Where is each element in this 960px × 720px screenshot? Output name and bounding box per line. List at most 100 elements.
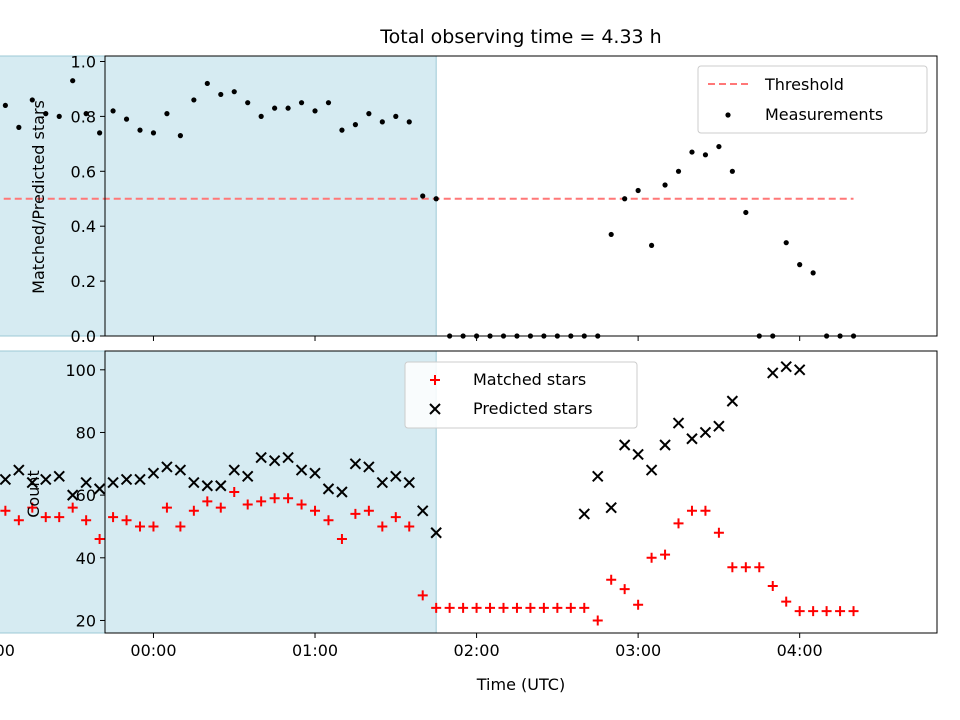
predicted-stars-point [120, 473, 133, 486]
predicted-stars-point [0, 473, 12, 486]
matched-stars-point [404, 521, 415, 532]
predicted-stars-point [767, 367, 779, 379]
measurement-point [729, 168, 735, 174]
measurement-point [635, 187, 641, 194]
matched-stars-point [269, 493, 280, 504]
matched-stars-point [229, 487, 240, 497]
predicted-stars-point [645, 464, 658, 476]
matched-stars-point [767, 581, 778, 591]
legend-measurements-swatch [725, 112, 731, 118]
x-axis-label: Time (UTC) [476, 675, 565, 694]
matched-stars-point [458, 602, 469, 613]
predicted-stars-point [793, 364, 806, 376]
measurement-point [352, 122, 359, 128]
top-y-tick-label: 0.0 [71, 327, 96, 346]
bottom-axes-frame [104, 350, 938, 634]
predicted-stars-point [417, 505, 429, 517]
matched-stars-point [417, 590, 428, 601]
measurement-point [245, 100, 251, 106]
legend-matched-swatch [430, 375, 440, 385]
predicted-stars-point [215, 480, 227, 492]
measurement-point [191, 97, 197, 103]
predicted-stars-point [376, 476, 389, 489]
measurement-point [325, 100, 332, 106]
matched-stars-point [323, 515, 334, 526]
matched-stars-point [431, 602, 442, 613]
measurement-point [716, 143, 722, 150]
bottom-y-tick-label: 60 [76, 486, 96, 505]
measurement-point [689, 149, 695, 155]
bottom-legend-box [404, 361, 638, 429]
predicted-stars-point [66, 489, 79, 501]
measurement-point [393, 113, 399, 119]
matched-stars-point [740, 562, 751, 573]
predicted-stars-point [107, 476, 119, 489]
matched-stars-point [538, 602, 549, 613]
predicted-stars-point [93, 483, 106, 495]
matched-stars-point [161, 502, 172, 513]
predicted-stars-point [618, 439, 631, 451]
matched-stars-point [552, 602, 563, 613]
predicted-stars-point [134, 473, 146, 486]
matched-stars-point [781, 596, 792, 607]
measurement-point [810, 270, 816, 276]
legend-matched-label: Matched stars [473, 370, 586, 389]
predicted-stars-point [228, 464, 240, 476]
top-y-tick-label: 0.2 [71, 272, 96, 291]
measurement-point [366, 111, 372, 117]
predicted-stars-point [282, 451, 294, 464]
matched-stars-point [350, 508, 361, 519]
measurement-point [743, 209, 749, 216]
measurement-point [110, 108, 116, 114]
predicted-stars-point [13, 464, 25, 476]
matched-stars-point [81, 515, 92, 526]
predicted-stars-point [174, 464, 187, 476]
bottom-y-tick-label: 40 [76, 549, 96, 568]
top-legend: Threshold Measurements [697, 65, 928, 134]
measurement-point [648, 242, 655, 249]
matched-stars-point [94, 534, 105, 544]
matched-stars-point [27, 502, 38, 513]
predicted-stars-point [336, 486, 348, 498]
matched-stars-point [713, 527, 724, 538]
measurement-point [312, 108, 318, 114]
top-panel: 0.0 0.2 0.4 0.6 0.8 1.0 Threshold Measurements [0, 52, 938, 346]
matched-stars-point [310, 505, 321, 516]
predicted-stars-point [268, 454, 281, 467]
matched-stars-point [848, 606, 859, 617]
matched-stars-point [135, 521, 146, 532]
predicted-stars-point [53, 470, 65, 483]
measurement-point [298, 100, 305, 106]
measurement-point [29, 97, 35, 103]
matched-stars-point [108, 512, 119, 523]
predicted-stars-point [578, 508, 590, 520]
legend-threshold-label: Threshold [764, 75, 844, 94]
measurement-point [97, 130, 103, 136]
matched-stars-point [377, 521, 388, 532]
matched-stars-point [256, 496, 267, 507]
bottom-series-1 [0, 487, 859, 626]
matched-stars-point [336, 534, 347, 544]
predicted-stars-point [161, 461, 173, 473]
measurement-point [177, 133, 183, 139]
predicted-stars-point [686, 433, 698, 445]
predicted-stars-point [241, 470, 254, 483]
predicted-stars-point [780, 360, 792, 373]
bottom-legend: Matched stars Predicted stars [404, 361, 638, 429]
matched-stars-point [13, 515, 24, 526]
bottom-y-tick-label: 100 [65, 361, 96, 380]
matched-stars-point [40, 512, 51, 523]
measurement-point [83, 111, 89, 117]
measurement-point [231, 89, 237, 95]
predicted-stars-point [632, 448, 644, 461]
x-tick-label: 00:00 [130, 641, 176, 660]
measurement-point [379, 119, 385, 125]
predicted-stars-point [699, 426, 712, 439]
matched-stars-point [188, 505, 199, 516]
matched-stars-point [202, 496, 213, 507]
x-tick-label: 01:00 [292, 641, 338, 660]
matched-stars-point [215, 502, 226, 513]
measurement-point [285, 105, 291, 111]
x-tick-label: 02:00 [454, 641, 500, 660]
matched-stars-point [363, 505, 374, 516]
